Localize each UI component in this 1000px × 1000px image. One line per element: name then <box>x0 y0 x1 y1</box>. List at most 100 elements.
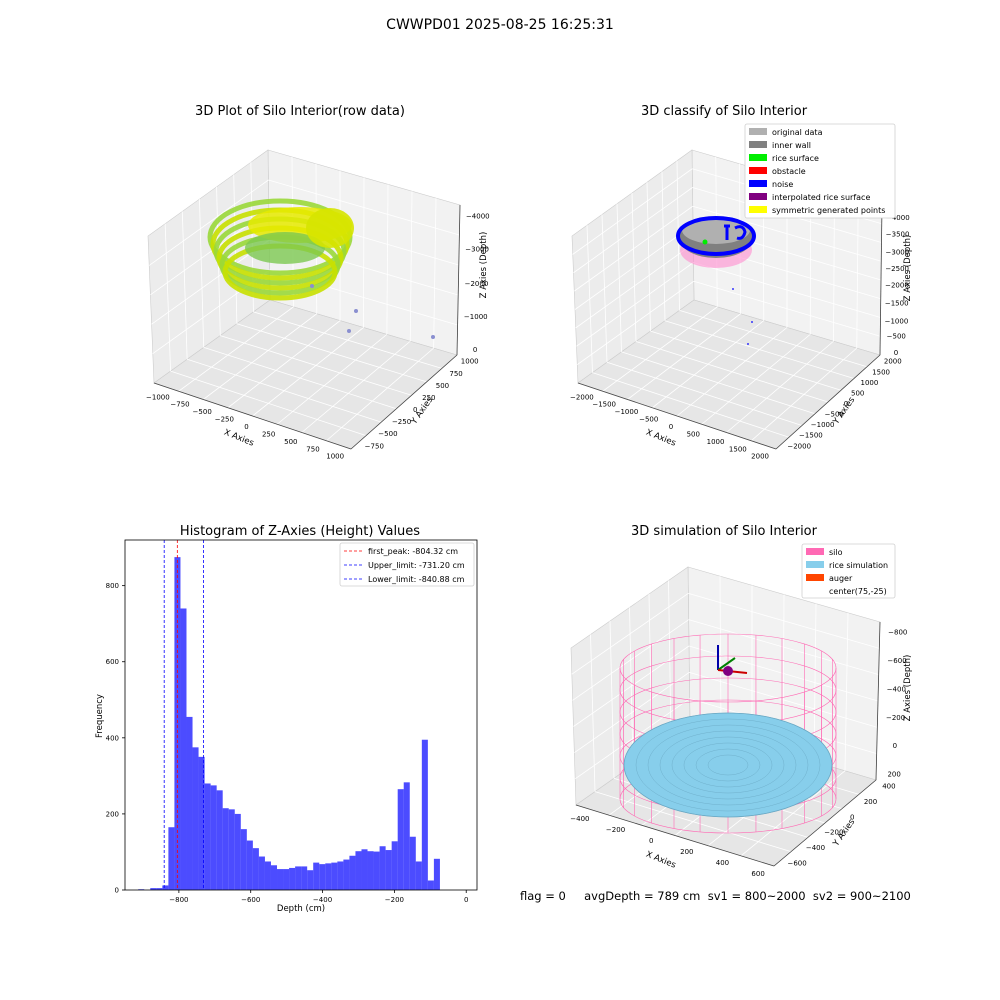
plot2-z-tick-label: −1500 <box>885 300 909 308</box>
rice-mesh <box>623 712 833 818</box>
histogram-bar <box>186 716 193 890</box>
histogram-title: Histogram of Z-Axies (Height) Values <box>179 524 421 539</box>
plot1-x-tick-label: 500 <box>284 438 297 446</box>
x-tick-label: −400 <box>313 896 332 904</box>
legend-frame <box>801 543 896 599</box>
plot1-y-tick-label: 750 <box>449 370 462 378</box>
grid-line <box>433 198 437 349</box>
plot1-x-tick-label: 250 <box>262 430 275 438</box>
plot2-x-tick-label: 0 <box>669 423 673 431</box>
grid-line <box>178 306 294 392</box>
histogram-bar <box>367 851 374 890</box>
grid-line <box>236 323 427 383</box>
histogram-bar <box>204 783 211 890</box>
grid-line <box>688 619 879 676</box>
plot1-x-axis-label: X Axies <box>222 428 255 449</box>
histogram-bar <box>433 858 440 890</box>
plot1-y-tick-label: −500 <box>378 430 397 438</box>
y-tick-label: 600 <box>106 658 119 666</box>
histogram-bar <box>337 861 344 890</box>
x-axis-line <box>153 382 352 450</box>
noise-cluster <box>724 224 747 240</box>
legend-label: symmetric generated points <box>772 206 885 215</box>
x-tick-label: −800 <box>169 896 188 904</box>
grid-line <box>181 211 188 360</box>
plot1-y-tick-label: 250 <box>422 394 435 402</box>
histogram-bar <box>403 782 410 890</box>
grid-line <box>571 593 689 675</box>
histogram-bar <box>162 885 169 890</box>
z-axis-line <box>456 204 461 356</box>
plot2-z-tick-label: −3500 <box>886 231 910 239</box>
plot4-y-tick-label: −600 <box>787 860 806 868</box>
legend-swatch <box>749 206 767 213</box>
grid-line <box>187 358 382 423</box>
grid-line <box>592 372 790 438</box>
plot1-z-axis-label: Z Axies (Depth) <box>479 232 489 299</box>
plot4-x-axis-label: X Axies <box>644 850 677 871</box>
histogram-bar <box>319 864 326 890</box>
y-tick-label: 0 <box>115 887 119 895</box>
plot4-y-tick-label: 400 <box>882 782 895 790</box>
plot2-y-tick-label: 1500 <box>872 368 890 376</box>
grid-line <box>572 619 689 701</box>
plot2-z-axis-label: Z Axies (Depth) <box>903 235 913 302</box>
grid-line <box>576 262 694 347</box>
plot2-z-tick-label: 0 <box>894 349 898 357</box>
legend-swatch <box>749 167 767 174</box>
plot1-y-tick-label: 0 <box>413 406 417 414</box>
plot4-y-tick-label: −400 <box>806 844 825 852</box>
grid-line <box>572 168 693 255</box>
plot4-title: 3D simulation of Silo Interior <box>631 524 817 539</box>
histogram-bar <box>222 808 229 890</box>
plot4-z-tick-label: 0 <box>893 742 897 750</box>
plot2-y-tick-label: −500 <box>825 411 844 419</box>
histogram-bar <box>277 869 284 890</box>
plot2-z-tick-label: −2500 <box>885 265 909 273</box>
legend-frame <box>744 123 896 219</box>
legend-label: inner wall <box>772 141 811 150</box>
grid-line <box>594 791 792 853</box>
plot4-z-tick-label: −200 <box>886 714 905 722</box>
plot2-classified-cloud <box>676 216 756 345</box>
grid-line <box>170 370 367 436</box>
plot2-title: 3D classify of Silo Interior <box>640 104 808 119</box>
grid-line <box>689 671 878 728</box>
grid-line <box>252 327 364 417</box>
plot4-simulation <box>619 633 837 834</box>
y-tick-label: 400 <box>106 734 119 742</box>
noise-point <box>751 321 753 323</box>
plot4-y-tick-label: −200 <box>824 829 843 837</box>
y-axis-line <box>775 354 881 450</box>
histogram-bar <box>313 862 320 890</box>
plot1-z-tick-label: −2000 <box>465 280 489 288</box>
auger-y-axis <box>717 657 736 671</box>
histogram-bar <box>156 888 163 890</box>
plot2-legend <box>744 123 896 219</box>
plot4-x-tick-label: 0 <box>649 837 653 845</box>
histogram-bar <box>150 888 157 890</box>
legend-label: obstacle <box>772 167 806 176</box>
rice-surface <box>623 712 833 818</box>
rice-mesh <box>683 742 773 788</box>
histogram-bar <box>295 866 302 890</box>
histogram-bar <box>331 862 338 890</box>
legend-label: Lower_limit: -840.88 cm <box>368 575 465 584</box>
figure-title: CWWPD01 2025-08-25 16:25:31 <box>386 17 614 33</box>
histogram-bar <box>301 866 308 890</box>
plot1-x-tick-label: −750 <box>170 401 189 409</box>
plot1-x-tick-label: −500 <box>193 408 212 416</box>
plot4-y-tick-label: 0 <box>850 813 854 821</box>
plot4-x-tick-label: 600 <box>751 870 764 878</box>
legend-swatch <box>806 561 824 568</box>
rice-mesh <box>695 748 761 782</box>
histogram-bar <box>210 785 217 890</box>
plot1-axes-box <box>147 149 461 450</box>
grid-line <box>635 341 829 403</box>
grid-line <box>276 334 388 425</box>
outlier-point <box>347 329 351 333</box>
plot1-x-tick-label: 1000 <box>326 453 344 461</box>
x-tick-label: −600 <box>241 896 260 904</box>
grid-line <box>574 672 690 753</box>
plot2-y-tick-label: 500 <box>851 389 864 397</box>
